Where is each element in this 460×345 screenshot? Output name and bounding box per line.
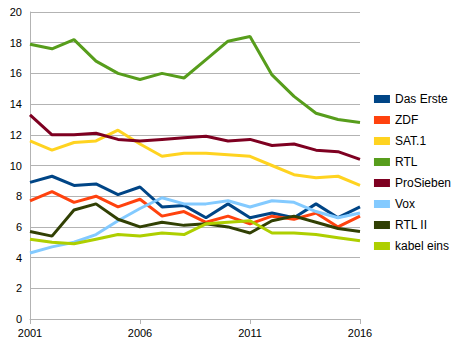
- svg-text:ZDF: ZDF: [395, 113, 418, 127]
- svg-text:14: 14: [10, 98, 22, 110]
- svg-text:ProSieben: ProSieben: [395, 176, 451, 190]
- svg-text:6: 6: [16, 221, 22, 233]
- svg-text:2016: 2016: [348, 327, 372, 339]
- svg-text:Vox: Vox: [395, 197, 415, 211]
- svg-text:12: 12: [10, 129, 22, 141]
- svg-text:kabel eins: kabel eins: [395, 239, 449, 253]
- svg-text:2001: 2001: [18, 327, 42, 339]
- svg-text:RTL II: RTL II: [395, 218, 427, 232]
- svg-text:10: 10: [10, 160, 22, 172]
- svg-text:SAT.1: SAT.1: [395, 134, 426, 148]
- svg-text:8: 8: [16, 190, 22, 202]
- svg-text:0: 0: [16, 313, 22, 325]
- svg-text:RTL: RTL: [395, 155, 418, 169]
- svg-text:16: 16: [10, 67, 22, 79]
- svg-text:2006: 2006: [128, 327, 152, 339]
- svg-text:4: 4: [16, 252, 22, 264]
- svg-text:2011: 2011: [238, 327, 262, 339]
- svg-text:Das Erste: Das Erste: [395, 92, 448, 106]
- svg-text:18: 18: [10, 37, 22, 49]
- svg-text:2: 2: [16, 282, 22, 294]
- svg-text:20: 20: [10, 6, 22, 18]
